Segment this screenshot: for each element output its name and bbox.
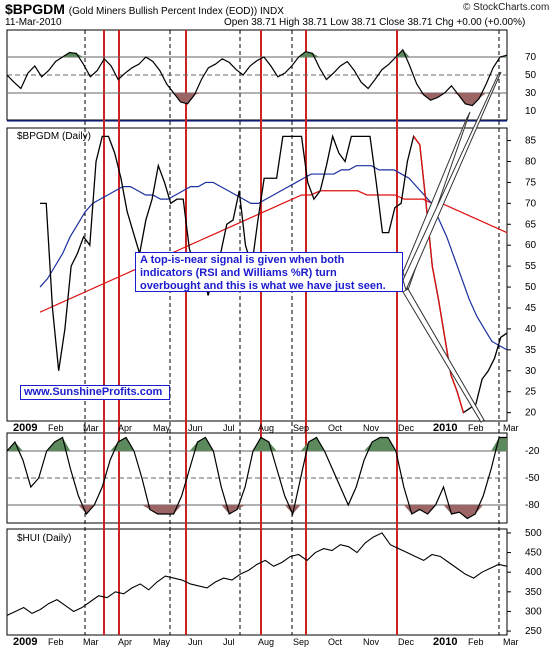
rsi-overbought-fill (62, 49, 508, 57)
hui-x-tick-label: Apr (118, 637, 132, 647)
price-decline-segment (413, 135, 465, 413)
hui-x-tick-label: Mar (83, 637, 99, 647)
williams-line (6, 436, 507, 520)
price-x-tick-label: Mar (503, 423, 519, 433)
short-ma-line (39, 165, 508, 351)
williams-tick-label: -80 (525, 500, 540, 511)
price-tick-label: 30 (525, 366, 537, 377)
price-tick-label: 65 (525, 219, 537, 230)
hui-x-tick-label: Nov (363, 637, 380, 647)
hui-tick-label: 450 (525, 548, 542, 559)
note-pointer-williams (402, 288, 485, 423)
price-x-tick-label: Aug (258, 423, 274, 433)
panel-frame-hui (6, 528, 508, 636)
hui-panel-title: $HUI (Daily) (17, 533, 71, 544)
hui-line (6, 532, 508, 616)
williams-tick-label: -50 (525, 473, 540, 484)
price-tick-label: 45 (525, 303, 537, 314)
price-x-tick-label: Sep (293, 423, 309, 433)
hui-x-tick-label: 2009 (13, 636, 37, 648)
hui-x-tick-label: Feb (468, 637, 484, 647)
price-tick-label: 50 (525, 282, 537, 293)
chart-title: $BPGDM (Gold Miners Bullish Percent Inde… (5, 1, 284, 17)
price-x-tick-label: Mar (83, 423, 99, 433)
rsi-tick-label: 70 (525, 52, 537, 63)
price-x-tick-label: 2010 (433, 422, 457, 434)
rsi-oversold-fill (173, 93, 487, 106)
hui-tick-label: 500 (525, 528, 542, 539)
hui-x-tick-label: Oct (328, 637, 343, 647)
hui-x-tick-label: May (153, 637, 171, 647)
chart-subtitle: (Gold Miners Bullish Percent Index (EOD)… (68, 6, 284, 17)
price-tick-label: 70 (525, 198, 537, 209)
price-tick-label: 20 (525, 408, 537, 419)
price-x-tick-label: Feb (48, 423, 64, 433)
price-tick-label: 35 (525, 345, 537, 356)
hui-x-tick-label: Dec (398, 637, 415, 647)
stockcharts-credit: © StockCharts.com (463, 2, 550, 13)
price-tick-label: 40 (525, 324, 537, 335)
hui-x-tick-label: Jun (188, 637, 203, 647)
hui-tick-label: 350 (525, 587, 542, 598)
price-panel-title: $BPGDM (Daily) (17, 131, 91, 142)
ohlc-readout: Open 38.71 High 38.71 Low 38.71 Close 38… (224, 17, 526, 28)
hui-x-tick-label: Jul (223, 637, 235, 647)
hui-x-tick-label: Feb (48, 637, 64, 647)
price-tick-label: 80 (525, 156, 537, 167)
hui-x-tick-label: Sep (293, 637, 309, 647)
price-tick-label: 25 (525, 387, 537, 398)
website-link[interactable]: www.SunshineProfits.com (20, 385, 170, 400)
rsi-tick-label: 10 (525, 106, 537, 117)
price-x-tick-label: Jun (188, 423, 203, 433)
hui-x-tick-label: Aug (258, 637, 274, 647)
price-x-tick-label: Dec (398, 423, 415, 433)
hui-tick-label: 300 (525, 606, 542, 617)
hui-x-tick-label: Mar (503, 637, 519, 647)
price-x-tick-label: May (153, 423, 171, 433)
rsi-tick-label: 50 (525, 70, 537, 81)
price-x-tick-label: 2009 (13, 422, 37, 434)
hui-tick-label: 400 (525, 567, 542, 578)
williams-tick-label: -20 (525, 446, 540, 457)
hui-x-tick-label: 2010 (433, 636, 457, 648)
price-tick-label: 75 (525, 177, 537, 188)
price-x-tick-label: Apr (118, 423, 132, 433)
price-tick-label: 85 (525, 136, 537, 147)
note-pointer-rsi-2 (402, 71, 502, 292)
panel-frame-price (6, 127, 508, 422)
symbol-text: $BPGDM (5, 1, 65, 17)
price-x-tick-label: Feb (468, 423, 484, 433)
williams-oversold-fill (78, 505, 484, 519)
rsi-line (6, 48, 508, 107)
annotation-note: A top-is-near signal is given when both … (135, 252, 403, 292)
chart-date: 11-Mar-2010 (5, 17, 62, 28)
hui-tick-label: 250 (525, 626, 542, 637)
long-ma-line (39, 190, 508, 313)
rsi-tick-label: 30 (525, 88, 537, 99)
price-tick-label: 55 (525, 261, 537, 272)
price-x-tick-label: Jul (223, 423, 235, 433)
price-tick-label: 60 (525, 240, 537, 251)
price-x-tick-label: Nov (363, 423, 380, 433)
price-x-tick-label: Oct (328, 423, 343, 433)
